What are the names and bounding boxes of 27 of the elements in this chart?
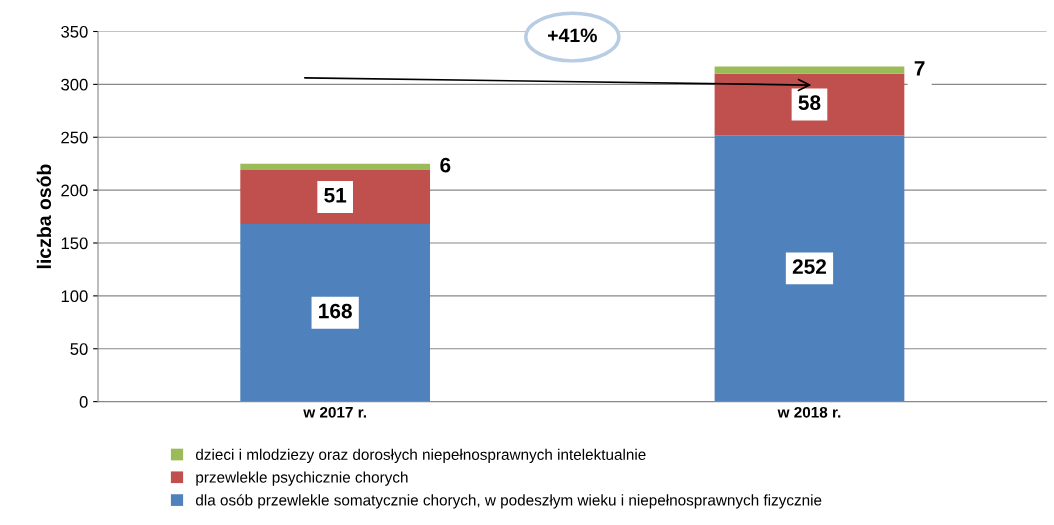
legend-label: dzieci i mlodziezy oraz dorosłych niepełnosprawnych intelektualnie [195,448,646,464]
legend-label: dla osób przewlekle somatycznie chorych, w podeszłym wieku i niepełnosprawnych fizycznie [195,494,822,509]
data-label: 168 [319,303,352,319]
y-tick-label: 100 [61,290,88,303]
y-tick-label: 150 [61,237,88,250]
bar [240,163,431,171]
y-tick-label: 0 [79,396,88,408]
bar [714,66,905,74]
y-tick-label: 300 [61,78,88,91]
legend-label: przewlekle psychicznie chorych [196,471,408,486]
x-tick-label: w 2018 r. [777,406,841,418]
data-label: 252 [792,259,827,274]
y-tick-label: 250 [61,131,88,144]
data-label: 58 [798,95,821,111]
y-tick-label: 200 [61,184,88,197]
y-tick-label: 350 [61,25,88,38]
bar [714,73,905,136]
y-axis-title: liczba osób [36,164,52,269]
data-label: 51 [324,188,347,203]
y-tick-label: 50 [70,343,88,355]
bar [714,135,905,402]
bar [240,170,431,224]
data-label: 7 [914,61,925,76]
bar [240,223,431,402]
annotation: +41% [548,28,597,43]
x-tick-label: w 2017 r. [303,406,366,418]
data-label: 6 [440,157,451,173]
